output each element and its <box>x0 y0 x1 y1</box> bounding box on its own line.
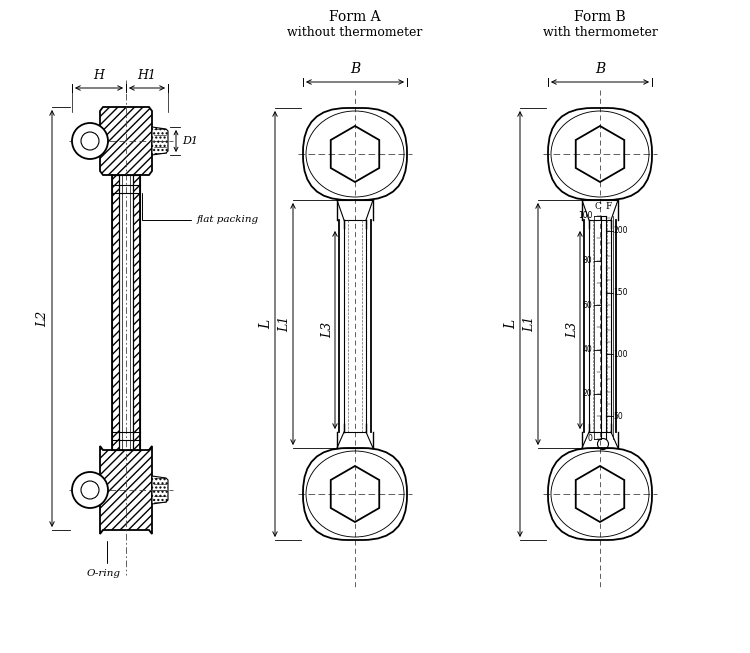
Text: with thermometer: with thermometer <box>542 26 658 39</box>
Text: L1: L1 <box>524 316 536 332</box>
Text: L3: L3 <box>566 322 580 338</box>
Text: 40: 40 <box>583 345 592 354</box>
Text: 200: 200 <box>614 227 628 235</box>
Text: L3: L3 <box>322 322 334 338</box>
Text: C: C <box>594 202 601 211</box>
Text: 100: 100 <box>614 350 628 359</box>
Polygon shape <box>112 175 119 450</box>
Text: 100: 100 <box>578 212 592 221</box>
Polygon shape <box>152 476 168 504</box>
Circle shape <box>72 123 108 159</box>
Text: H: H <box>94 69 104 82</box>
Text: flat packing: flat packing <box>142 193 260 225</box>
Polygon shape <box>152 127 168 155</box>
Text: Form B: Form B <box>574 10 626 24</box>
Text: B: B <box>595 62 605 76</box>
Text: 50: 50 <box>614 412 623 421</box>
Text: F: F <box>605 202 612 211</box>
Polygon shape <box>133 175 140 450</box>
Text: 60: 60 <box>583 300 592 310</box>
Text: without thermometer: without thermometer <box>287 26 423 39</box>
Text: O-ring: O-ring <box>87 541 121 577</box>
Text: H1: H1 <box>137 69 157 82</box>
Text: L: L <box>504 319 518 328</box>
Text: L1: L1 <box>278 316 292 332</box>
Polygon shape <box>100 107 152 175</box>
Text: 0: 0 <box>588 434 592 443</box>
Text: 150: 150 <box>614 288 628 297</box>
Text: L: L <box>259 319 273 328</box>
Circle shape <box>72 472 108 508</box>
Text: D1: D1 <box>182 136 198 146</box>
Text: B: B <box>350 62 360 76</box>
Text: 20: 20 <box>583 389 592 398</box>
Text: Form A: Form A <box>329 10 381 24</box>
Polygon shape <box>100 446 152 534</box>
Text: 80: 80 <box>583 256 592 265</box>
Text: L2: L2 <box>37 310 50 326</box>
